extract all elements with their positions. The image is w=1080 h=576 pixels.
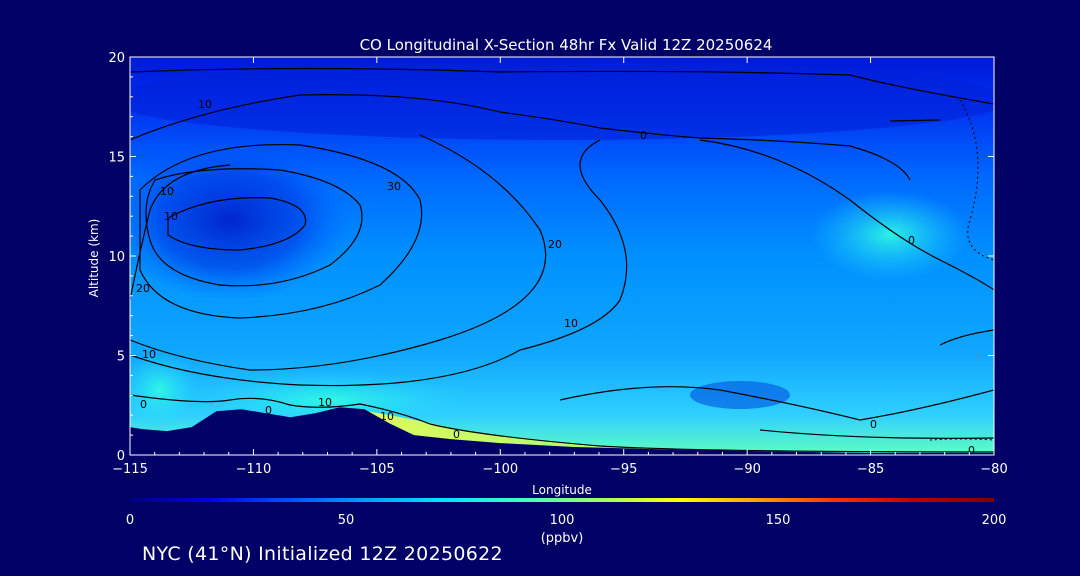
contour-label: 20 bbox=[548, 238, 562, 251]
y-tick-label: 20 bbox=[108, 51, 125, 66]
x-tick-label: −95 bbox=[610, 462, 637, 477]
y-tick-label: 5 bbox=[117, 350, 125, 365]
x-tick-label: −85 bbox=[857, 462, 884, 477]
contour-label: 20 bbox=[136, 282, 150, 295]
contour-lines bbox=[130, 67, 994, 453]
x-axis-ticks: −115 −110 −105 −100 −95 −90 −85 −80 bbox=[112, 57, 1008, 477]
contour-label: 0 bbox=[870, 418, 877, 431]
x-axis-label: Longitude bbox=[532, 483, 592, 497]
y-axis-label: Altitude (km) bbox=[87, 219, 101, 298]
contour-label: 10 bbox=[160, 185, 174, 198]
x-tick-label: −110 bbox=[236, 462, 272, 477]
contour-label: 0 bbox=[140, 398, 147, 411]
contour-label: 10 bbox=[142, 348, 156, 361]
contour-label: 10 bbox=[198, 98, 212, 111]
contour-label: 30 bbox=[387, 180, 401, 193]
colorbar-tick-label: 100 bbox=[550, 513, 575, 528]
colorbar bbox=[130, 498, 994, 502]
contour-label: 0 bbox=[640, 129, 647, 142]
terrain bbox=[130, 407, 994, 455]
contour-label: 10 bbox=[164, 210, 178, 223]
chart-title: CO Longitudinal X-Section 48hr Fx Valid … bbox=[360, 36, 773, 54]
colorbar-tick-label: 0 bbox=[126, 513, 134, 528]
colorbar-tick-label: 200 bbox=[982, 513, 1007, 528]
x-tick-label: −115 bbox=[112, 462, 148, 477]
contour-label: 0 bbox=[265, 404, 272, 417]
x-tick-label: −90 bbox=[733, 462, 760, 477]
contour-label: 0 bbox=[908, 234, 915, 247]
contour-label: 10 bbox=[380, 410, 394, 423]
co-field bbox=[130, 57, 994, 455]
contour-label: 10 bbox=[564, 317, 578, 330]
contour-labels: 10 30 10 10 20 20 10 10 0 0 10 10 0 0 0 … bbox=[136, 98, 975, 457]
y-tick-label: 0 bbox=[117, 449, 125, 464]
contour-label: 10 bbox=[318, 396, 332, 409]
dotted-contours bbox=[929, 99, 994, 441]
init-footer: NYC (41°N) Initialized 12Z 20250622 bbox=[142, 543, 503, 565]
contour-label: 0 bbox=[453, 428, 460, 441]
colorbar-tick-label: 50 bbox=[338, 513, 355, 528]
colorbar-unit: (ppbv) bbox=[541, 531, 584, 546]
y-tick-label: 15 bbox=[108, 151, 125, 166]
y-tick-label: 10 bbox=[108, 250, 125, 265]
contour-label: 0 bbox=[968, 444, 975, 457]
colorbar-tick-label: 150 bbox=[766, 513, 791, 528]
x-tick-label: −105 bbox=[359, 462, 395, 477]
colorbar-ticks: 0 50 100 150 200 bbox=[126, 513, 1007, 528]
x-tick-label: −80 bbox=[980, 462, 1007, 477]
x-tick-label: −100 bbox=[482, 462, 518, 477]
y-axis-ticks: 0 5 10 15 20 bbox=[108, 51, 994, 464]
